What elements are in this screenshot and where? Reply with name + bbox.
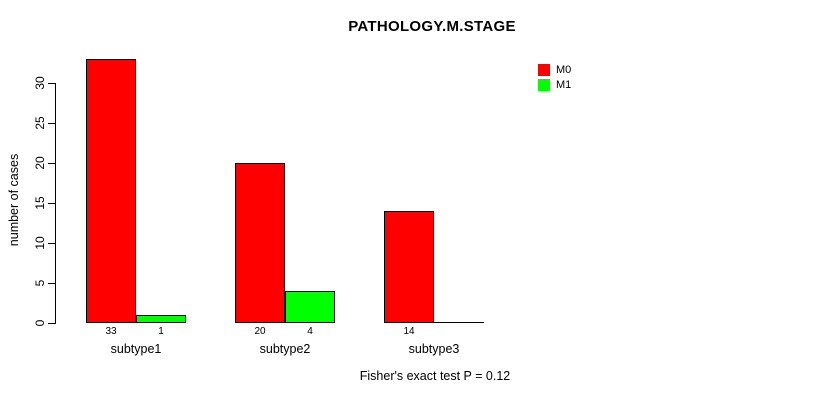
footnote: Fisher's exact test P = 0.12	[359, 369, 511, 383]
legend-swatch	[538, 78, 550, 91]
zero-bar-line	[434, 322, 484, 323]
bar-value-label: 14	[403, 326, 415, 337]
bar	[285, 291, 335, 323]
bar	[136, 315, 186, 323]
legend-label: M0	[556, 63, 572, 76]
bar	[235, 163, 285, 323]
legend-row: M1	[538, 77, 571, 92]
y-tick	[48, 203, 55, 204]
legend: M0 M1	[538, 62, 571, 92]
category-label: subtype1	[110, 342, 162, 356]
legend-label: M1	[556, 78, 572, 91]
legend-swatch	[538, 63, 550, 76]
y-tick-label: 25	[33, 116, 47, 130]
y-tick-label: 10	[33, 236, 47, 250]
legend-row: M0	[538, 62, 571, 77]
y-tick-label: 20	[33, 156, 47, 170]
bar-value-label: 20	[254, 326, 266, 337]
y-tick	[48, 83, 55, 84]
y-tick-label: 30	[33, 76, 47, 90]
bar	[384, 211, 434, 323]
y-tick	[48, 243, 55, 244]
category-label: subtype3	[408, 342, 460, 356]
y-axis-line	[55, 83, 56, 324]
y-tick	[48, 323, 55, 324]
y-tick-label: 0	[33, 319, 47, 327]
y-tick	[48, 163, 55, 164]
y-axis-label: number of cases	[7, 153, 21, 247]
y-tick-label: 5	[33, 279, 47, 287]
bar	[86, 59, 136, 323]
category-label: subtype2	[259, 342, 311, 356]
y-tick	[48, 123, 55, 124]
chart-title: PATHOLOGY.M.STAGE	[348, 18, 516, 35]
bar-value-label: 1	[158, 326, 164, 337]
y-tick	[48, 283, 55, 284]
y-tick-label: 15	[33, 196, 47, 210]
bar-value-label: 33	[105, 326, 117, 337]
bar-value-label: 4	[307, 326, 313, 337]
